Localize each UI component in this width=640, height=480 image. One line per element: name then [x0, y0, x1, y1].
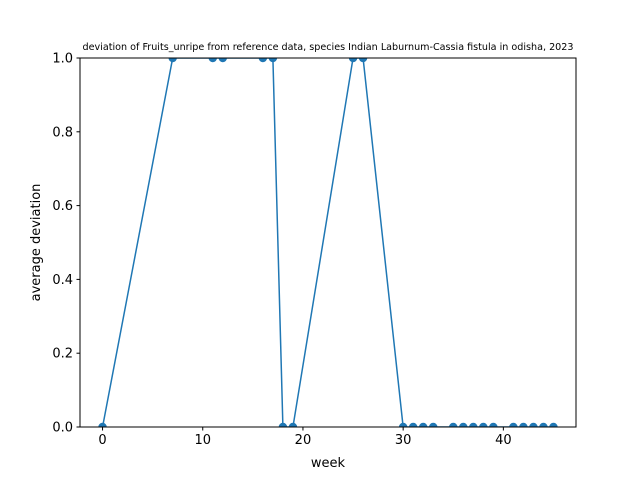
x-tick-label: 40 — [495, 433, 512, 448]
data-point — [358, 58, 368, 63]
data-point — [449, 422, 458, 427]
axes-frame — [79, 57, 577, 428]
data-point — [208, 58, 217, 63]
data-point — [218, 58, 227, 63]
data-point — [288, 422, 298, 427]
data-point — [459, 422, 468, 427]
chart-title: deviation of Fruits_unripe from referenc… — [83, 42, 574, 53]
series-group — [98, 58, 558, 427]
x-axis-label: week — [311, 456, 346, 471]
data-point — [489, 422, 498, 427]
data-point — [429, 422, 438, 427]
data-point — [529, 422, 538, 427]
y-tick-label: 0.6 — [52, 199, 73, 214]
data-point — [509, 422, 518, 427]
data-point — [408, 422, 418, 427]
data-point — [549, 422, 558, 427]
y-axis: 0.0 0.2 0.4 0.6 0.8 1.0 — [52, 52, 80, 436]
y-tick-label: 0.0 — [52, 421, 73, 436]
y-axis-label: average deviation — [29, 184, 44, 302]
x-tick-label: 30 — [395, 433, 412, 448]
plot-area — [98, 58, 558, 427]
data-point — [418, 422, 428, 427]
y-tick-label: 0.4 — [52, 273, 73, 288]
data-point — [348, 58, 358, 63]
data-point — [519, 422, 528, 427]
data-point — [278, 422, 288, 427]
x-tick-label: 0 — [98, 433, 106, 448]
x-tick-label: 20 — [295, 433, 312, 448]
y-tick-label: 1.0 — [52, 52, 73, 67]
x-axis: 0 10 20 30 40 — [98, 427, 512, 448]
data-point — [98, 422, 107, 427]
data-point — [168, 58, 177, 63]
data-point — [258, 58, 268, 63]
y-tick-label: 0.2 — [52, 347, 73, 362]
data-point — [479, 422, 488, 427]
data-point — [469, 422, 478, 427]
data-point — [268, 58, 278, 63]
data-point — [398, 422, 408, 427]
y-tick-label: 0.8 — [52, 125, 73, 140]
data-point — [539, 422, 548, 427]
x-tick-label: 10 — [194, 433, 211, 448]
